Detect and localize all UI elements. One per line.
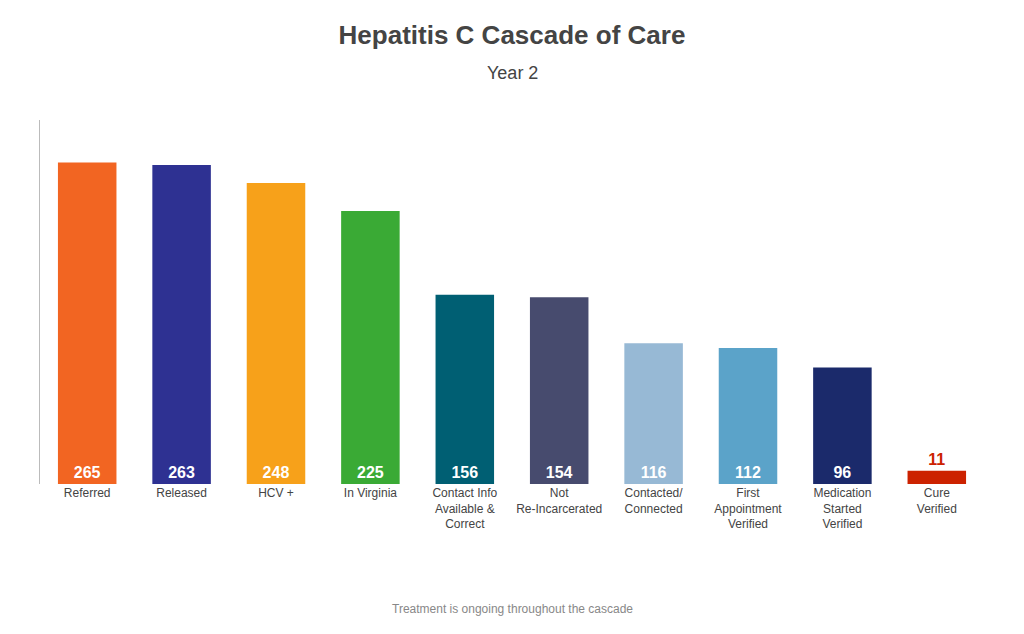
svg-text:Released: Released	[156, 486, 207, 500]
svg-text:Hepatitis C Cascade of Care: Hepatitis C Cascade of Care	[339, 20, 686, 50]
svg-text:In Virginia: In Virginia	[344, 486, 397, 500]
svg-text:156: 156	[451, 464, 478, 481]
svg-text:112: 112	[735, 464, 761, 481]
svg-text:Treatment is ongoing throughou: Treatment is ongoing throughout the casc…	[392, 602, 633, 616]
svg-text:116: 116	[641, 464, 667, 481]
svg-text:Contacted/Connected: Contacted/Connected	[625, 486, 684, 516]
svg-text:265: 265	[74, 464, 101, 481]
svg-text:248: 248	[263, 464, 290, 481]
svg-text:HCV +: HCV +	[258, 486, 294, 500]
svg-text:FirstAppointmentVerified: FirstAppointmentVerified	[714, 486, 782, 531]
svg-text:NotRe-Incarcerated: NotRe-Incarcerated	[516, 486, 602, 516]
svg-text:Referred: Referred	[64, 486, 111, 500]
svg-text:225: 225	[357, 464, 384, 481]
svg-text:11: 11	[928, 451, 945, 468]
svg-text:Year 2: Year 2	[487, 63, 538, 83]
svg-text:263: 263	[168, 464, 195, 481]
svg-text:CureVerified: CureVerified	[917, 486, 957, 516]
svg-text:96: 96	[833, 464, 851, 481]
svg-text:MedicationStartedVerified: MedicationStartedVerified	[813, 486, 871, 531]
svg-text:Contact InfoAvailable &Correct: Contact InfoAvailable &Correct	[432, 486, 497, 531]
svg-text:154: 154	[546, 464, 573, 481]
